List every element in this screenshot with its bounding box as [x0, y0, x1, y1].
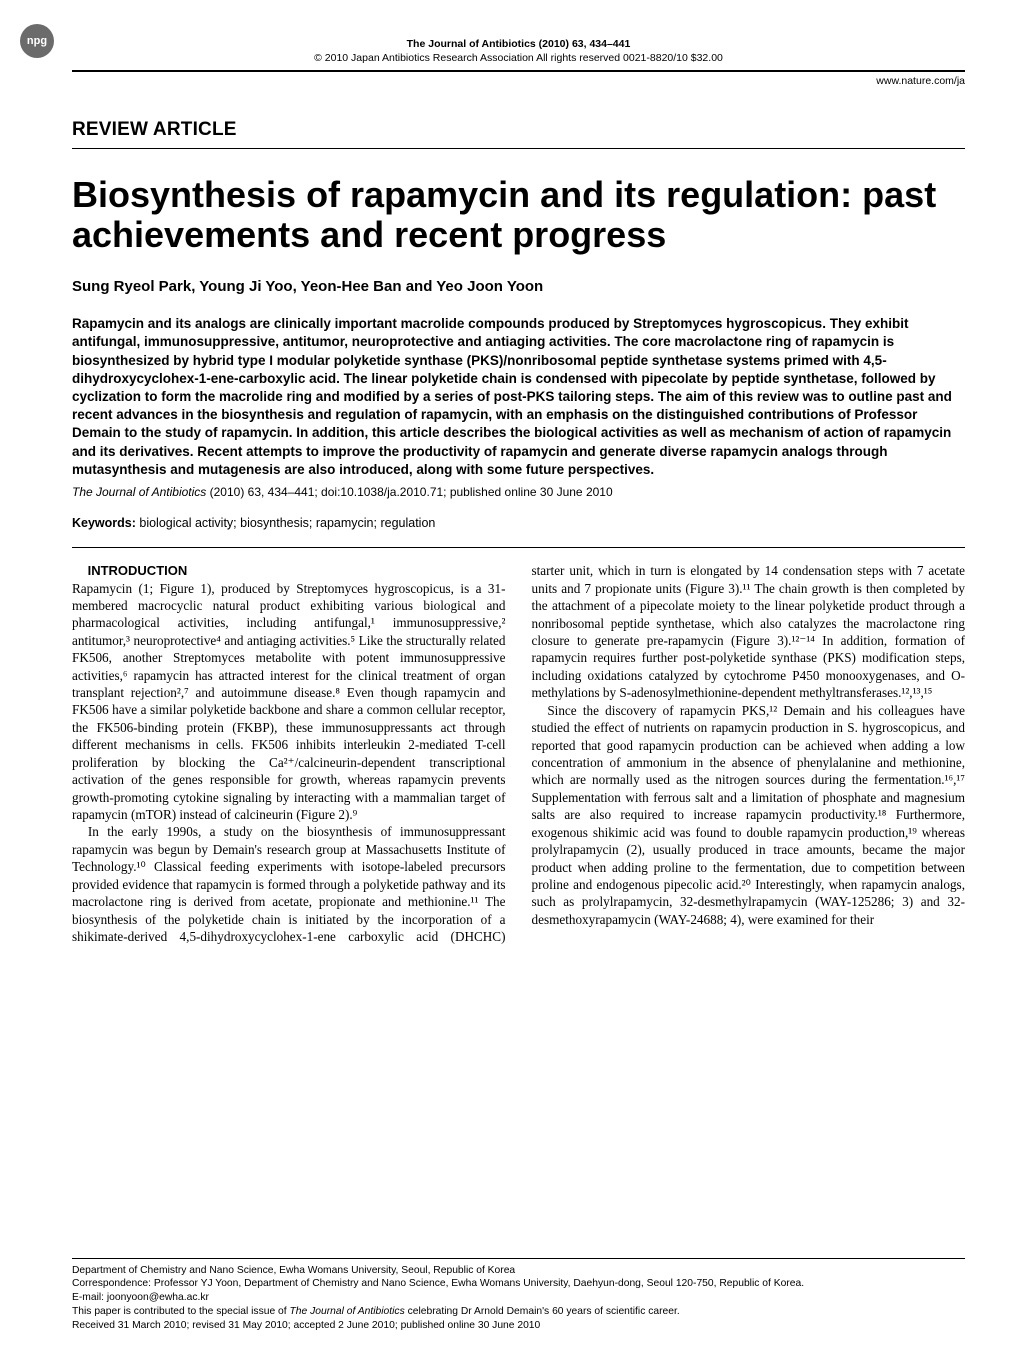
- copyright-line: © 2010 Japan Antibiotics Research Associ…: [72, 52, 965, 66]
- note-journal: The Journal of Antibiotics: [290, 1306, 405, 1317]
- introduction-heading: INTRODUCTION: [72, 562, 506, 579]
- author-list: Sung Ryeol Park, Young Ji Yoo, Yeon-Hee …: [72, 277, 965, 297]
- journal-url: www.nature.com/ja: [72, 70, 965, 89]
- publisher-badge: npg: [20, 24, 54, 58]
- rule: [72, 547, 965, 548]
- citation-rest: (2010) 63, 434–441; doi:10.1038/ja.2010.…: [206, 485, 612, 499]
- note-text: celebrating Dr Arnold Demain's 60 years …: [405, 1306, 680, 1317]
- affiliation: Department of Chemistry and Nano Science…: [72, 1264, 965, 1278]
- body-paragraph: Since the discovery of rapamycin PKS,¹² …: [532, 702, 966, 928]
- page: npg The Journal of Antibiotics (2010) 63…: [0, 0, 1020, 1359]
- masthead: The Journal of Antibiotics (2010) 63, 43…: [72, 38, 965, 66]
- body-paragraph: Rapamycin (1; Figure 1), produced by Str…: [72, 580, 506, 824]
- footer: Department of Chemistry and Nano Science…: [72, 1258, 965, 1333]
- keywords-values: biological activity; biosynthesis; rapam…: [136, 516, 435, 530]
- special-issue-note: This paper is contributed to the special…: [72, 1305, 965, 1319]
- keywords-label: Keywords:: [72, 516, 136, 530]
- note-text: This paper is contributed to the special…: [72, 1306, 290, 1317]
- journal-line: The Journal of Antibiotics (2010) 63, 43…: [72, 38, 965, 52]
- keywords-line: Keywords: biological activity; biosynthe…: [72, 515, 965, 532]
- citation-line: The Journal of Antibiotics (2010) 63, 43…: [72, 485, 965, 501]
- section-label: REVIEW ARTICLE: [72, 117, 965, 142]
- correspondence-email: E-mail: joonyoon@ewha.ac.kr: [72, 1291, 965, 1305]
- abstract: Rapamycin and its analogs are clinically…: [72, 315, 965, 479]
- body-columns: INTRODUCTION Rapamycin (1; Figure 1), pr…: [72, 562, 965, 945]
- citation-journal: The Journal of Antibiotics: [72, 485, 206, 499]
- article-title: Biosynthesis of rapamycin and its regula…: [72, 175, 965, 256]
- correspondence: Correspondence: Professor YJ Yoon, Depar…: [72, 1277, 965, 1291]
- article-dates: Received 31 March 2010; revised 31 May 2…: [72, 1319, 965, 1333]
- rule: [72, 148, 965, 149]
